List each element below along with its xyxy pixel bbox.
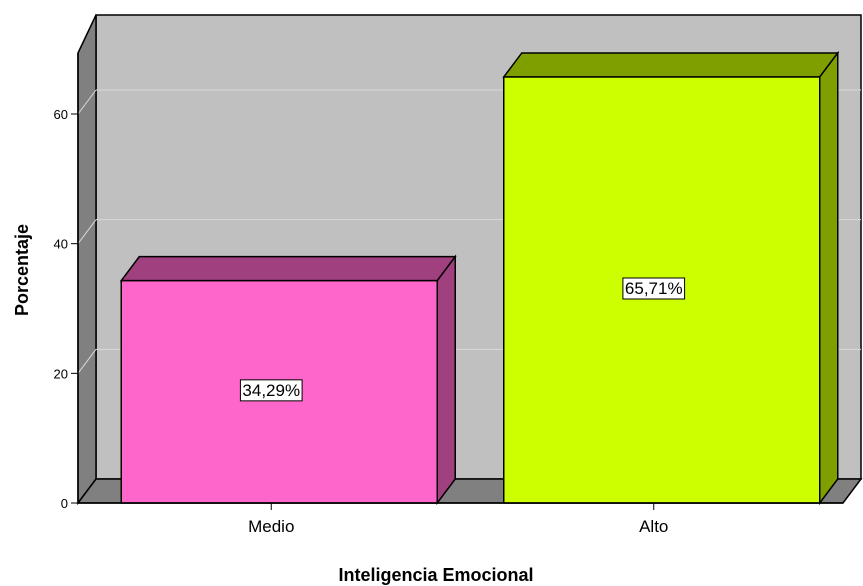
bar-side — [819, 50, 839, 506]
left-wall — [77, 14, 97, 506]
x-tick-label: Medio — [248, 517, 294, 536]
axes: Medio Alto 0 20 40 60 — [54, 53, 843, 536]
data-labels: 34,29% 65,71% — [239, 277, 686, 402]
bar-side — [436, 254, 456, 506]
gridline-side — [77, 219, 97, 244]
y-tick-label: 40 — [54, 237, 68, 252]
bar-medio — [119, 254, 457, 506]
x-tick-label: Alto — [639, 517, 668, 536]
y-tick-label: 20 — [54, 366, 68, 381]
gridline-side — [77, 89, 97, 115]
data-label-box — [622, 277, 686, 300]
y-axis-title: Porcentaje — [12, 224, 32, 316]
x-axis-title: Inteligencia Emocional — [338, 565, 533, 585]
gridline-side — [77, 349, 97, 374]
data-label: 65,71% — [625, 279, 683, 298]
y-tick-label: 60 — [54, 107, 68, 122]
data-label: 34,29% — [242, 381, 300, 400]
bar-top — [119, 255, 457, 282]
bar-top — [502, 52, 840, 78]
data-label-box — [239, 379, 303, 402]
y-tick-label: 0 — [61, 496, 68, 511]
